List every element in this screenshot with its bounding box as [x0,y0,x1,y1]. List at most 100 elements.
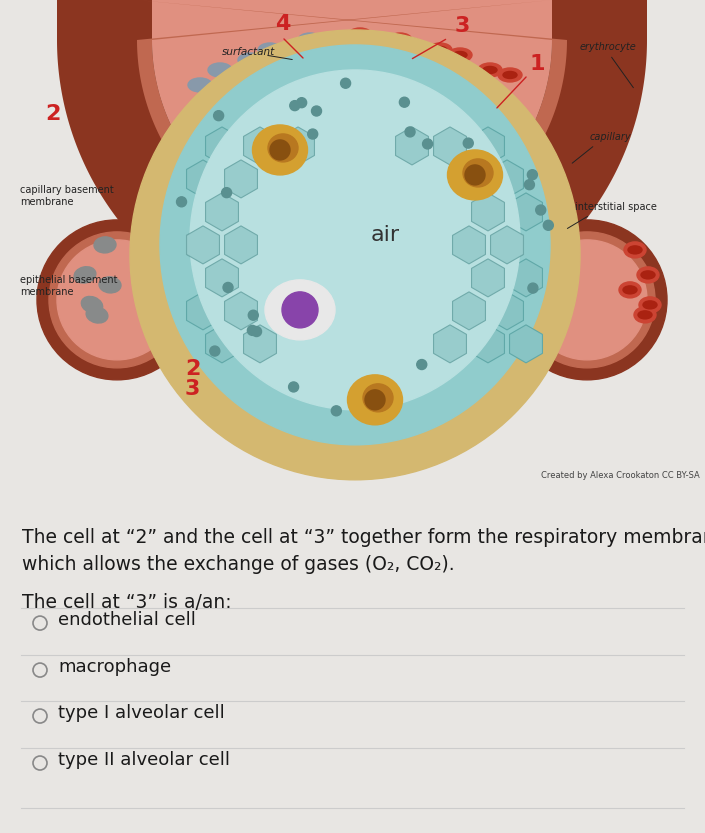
Circle shape [221,187,232,197]
Ellipse shape [363,384,393,412]
Ellipse shape [453,52,467,58]
Text: endothelial cell: endothelial cell [58,611,196,629]
Text: 2: 2 [185,359,200,379]
Ellipse shape [478,63,502,77]
Ellipse shape [433,47,447,53]
Ellipse shape [130,30,580,480]
Circle shape [210,346,220,356]
Circle shape [247,326,257,336]
Circle shape [288,382,299,392]
Circle shape [331,406,341,416]
Ellipse shape [388,33,412,47]
Circle shape [290,101,300,111]
Ellipse shape [298,33,322,47]
Text: surfactant: surfactant [222,47,275,57]
Circle shape [341,78,350,88]
Circle shape [463,138,473,148]
Text: capillary: capillary [590,132,632,142]
Circle shape [57,240,177,360]
Circle shape [544,220,553,230]
Ellipse shape [190,70,520,410]
Ellipse shape [483,67,497,73]
Ellipse shape [160,45,550,445]
Circle shape [417,360,427,370]
Text: macrophage: macrophage [58,658,171,676]
Circle shape [223,282,233,292]
Text: The cell at “2” and the cell at “3” together form the respiratory membrane,: The cell at “2” and the cell at “3” toge… [22,528,705,547]
Circle shape [507,220,667,380]
Circle shape [465,165,485,185]
Text: interstitial space: interstitial space [575,202,657,212]
Ellipse shape [628,246,642,254]
Circle shape [270,140,290,160]
Ellipse shape [268,134,298,162]
Ellipse shape [503,72,517,78]
Circle shape [405,127,415,137]
Circle shape [399,97,410,107]
Ellipse shape [393,37,407,43]
Ellipse shape [639,297,661,313]
Circle shape [37,220,197,380]
Ellipse shape [343,37,357,43]
Ellipse shape [463,159,493,187]
Ellipse shape [265,280,335,340]
Circle shape [248,310,258,320]
Ellipse shape [81,297,103,313]
Circle shape [536,205,546,215]
Ellipse shape [398,38,422,52]
Text: 2: 2 [45,104,61,124]
Text: 4: 4 [275,14,290,34]
Text: The cell at “3” is a/an:: The cell at “3” is a/an: [22,593,232,612]
Ellipse shape [99,277,121,293]
Ellipse shape [252,125,307,175]
Circle shape [307,129,318,139]
Ellipse shape [238,53,262,67]
Ellipse shape [641,271,655,279]
Text: which allows the exchange of gases (O₂, CO₂).: which allows the exchange of gases (O₂, … [22,555,455,574]
Text: capillary basement
membrane: capillary basement membrane [20,185,114,207]
Ellipse shape [643,301,657,309]
Ellipse shape [498,68,522,82]
Text: air: air [370,225,400,245]
Ellipse shape [338,33,362,47]
Ellipse shape [428,43,452,57]
Ellipse shape [448,150,503,200]
Ellipse shape [208,63,232,77]
Circle shape [49,232,185,368]
Circle shape [527,240,647,360]
Ellipse shape [188,78,212,92]
Circle shape [214,111,223,121]
Ellipse shape [348,375,403,425]
Ellipse shape [403,42,417,48]
Ellipse shape [448,48,472,62]
Text: 3: 3 [455,16,470,36]
Ellipse shape [623,286,637,294]
Ellipse shape [637,267,659,283]
Ellipse shape [74,267,96,283]
Polygon shape [137,0,567,255]
Circle shape [297,97,307,107]
Text: erythrocyte: erythrocyte [580,42,637,52]
Polygon shape [152,0,552,240]
Circle shape [527,170,537,180]
Circle shape [528,283,538,293]
Ellipse shape [624,242,646,258]
Ellipse shape [353,32,367,38]
Text: type II alveolar cell: type II alveolar cell [58,751,230,769]
Ellipse shape [348,28,372,42]
Text: type I alveolar cell: type I alveolar cell [58,704,225,722]
Text: 3: 3 [185,379,200,399]
Text: Created by Alexa Crookaton CC BY-SA: Created by Alexa Crookaton CC BY-SA [541,471,700,480]
Circle shape [176,197,187,207]
Ellipse shape [86,307,108,323]
Text: 1: 1 [530,54,546,74]
Ellipse shape [638,311,652,319]
Circle shape [422,139,433,149]
Ellipse shape [619,282,641,298]
Circle shape [525,180,534,190]
Ellipse shape [94,237,116,253]
Circle shape [312,106,321,116]
Polygon shape [57,0,647,335]
Text: epithelial basement
membrane: epithelial basement membrane [20,275,118,297]
Ellipse shape [258,43,282,57]
